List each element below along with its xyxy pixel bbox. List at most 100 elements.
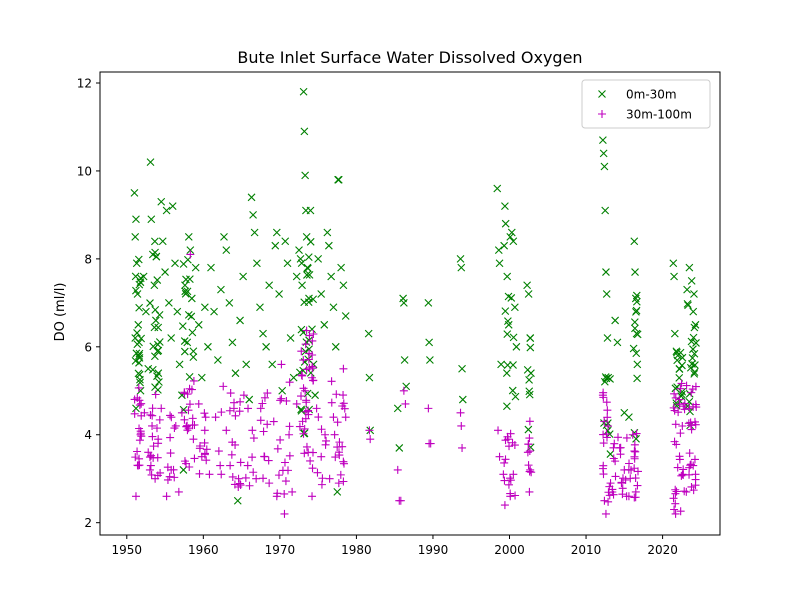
data-point xyxy=(200,303,209,312)
data-point xyxy=(131,492,140,501)
data-point xyxy=(508,386,517,395)
data-point xyxy=(456,408,465,417)
data-point xyxy=(327,377,336,386)
data-point xyxy=(526,465,535,474)
data-point xyxy=(305,294,313,303)
data-point xyxy=(177,408,186,417)
data-point xyxy=(500,501,509,510)
data-point xyxy=(274,471,283,480)
data-point xyxy=(249,434,258,443)
data-point xyxy=(500,458,509,467)
data-point xyxy=(339,364,348,373)
legend-marker xyxy=(598,90,606,98)
data-point xyxy=(214,447,223,456)
data-point xyxy=(142,307,150,316)
data-point xyxy=(691,420,700,429)
data-point xyxy=(191,263,200,272)
data-point xyxy=(281,477,290,486)
data-point xyxy=(524,461,533,470)
data-point xyxy=(136,378,144,387)
data-point xyxy=(292,272,301,281)
data-point xyxy=(325,474,334,483)
data-point xyxy=(132,259,141,268)
data-point xyxy=(147,215,156,224)
data-point xyxy=(624,492,633,501)
data-point xyxy=(220,232,228,241)
data-point xyxy=(669,494,678,503)
data-point xyxy=(250,228,259,237)
series-0m-30m xyxy=(130,87,700,505)
data-point xyxy=(289,373,298,382)
data-point xyxy=(676,348,685,357)
data-point xyxy=(185,400,194,409)
data-point xyxy=(134,255,143,264)
data-point xyxy=(140,408,149,417)
data-point xyxy=(156,468,165,477)
data-point xyxy=(399,298,408,307)
y-tick-label: 10 xyxy=(77,164,92,178)
data-point xyxy=(171,421,180,430)
data-point xyxy=(311,391,319,400)
data-point xyxy=(151,390,160,399)
data-point xyxy=(134,461,143,470)
data-point xyxy=(689,307,698,316)
data-point xyxy=(633,360,642,369)
data-point xyxy=(317,452,326,461)
data-point xyxy=(297,325,306,334)
data-point xyxy=(426,439,435,448)
data-point xyxy=(236,316,244,325)
data-point xyxy=(611,316,620,325)
data-point xyxy=(690,290,698,298)
data-point xyxy=(672,347,681,356)
y-tick-label: 12 xyxy=(77,76,92,90)
data-point xyxy=(146,299,154,307)
data-point xyxy=(205,470,214,479)
data-point xyxy=(249,211,257,219)
data-point xyxy=(146,158,155,167)
data-point xyxy=(692,339,700,347)
data-point xyxy=(187,294,196,303)
data-point xyxy=(180,389,189,398)
data-point xyxy=(330,430,339,439)
data-point xyxy=(622,433,631,442)
data-point xyxy=(262,342,270,351)
data-point xyxy=(300,449,309,458)
data-point xyxy=(527,369,535,378)
data-point xyxy=(299,87,308,96)
data-point xyxy=(308,464,317,473)
data-point xyxy=(225,406,234,415)
data-point xyxy=(285,430,294,439)
data-point xyxy=(258,399,267,408)
data-point xyxy=(631,268,639,276)
data-point xyxy=(292,399,301,408)
data-point xyxy=(600,496,609,505)
data-point xyxy=(509,470,518,479)
data-point xyxy=(677,471,686,480)
data-point xyxy=(297,406,306,415)
data-point xyxy=(249,468,258,477)
data-point xyxy=(400,356,409,364)
data-point xyxy=(194,399,203,408)
data-point xyxy=(335,451,344,460)
data-point xyxy=(195,469,204,478)
data-point xyxy=(180,457,189,466)
data-point xyxy=(135,351,143,360)
data-point xyxy=(171,259,179,268)
data-point xyxy=(276,396,285,405)
data-point xyxy=(136,430,145,439)
data-point xyxy=(500,241,509,250)
data-point xyxy=(503,330,512,338)
data-point xyxy=(300,424,309,433)
data-point xyxy=(687,337,696,346)
data-point xyxy=(504,320,513,329)
data-point xyxy=(304,253,313,261)
data-point xyxy=(265,479,274,488)
data-point xyxy=(603,334,612,342)
data-point xyxy=(340,404,349,413)
data-point xyxy=(602,268,610,276)
data-point xyxy=(162,206,171,215)
data-point xyxy=(631,294,640,303)
data-point xyxy=(610,439,619,448)
data-point xyxy=(167,413,176,422)
